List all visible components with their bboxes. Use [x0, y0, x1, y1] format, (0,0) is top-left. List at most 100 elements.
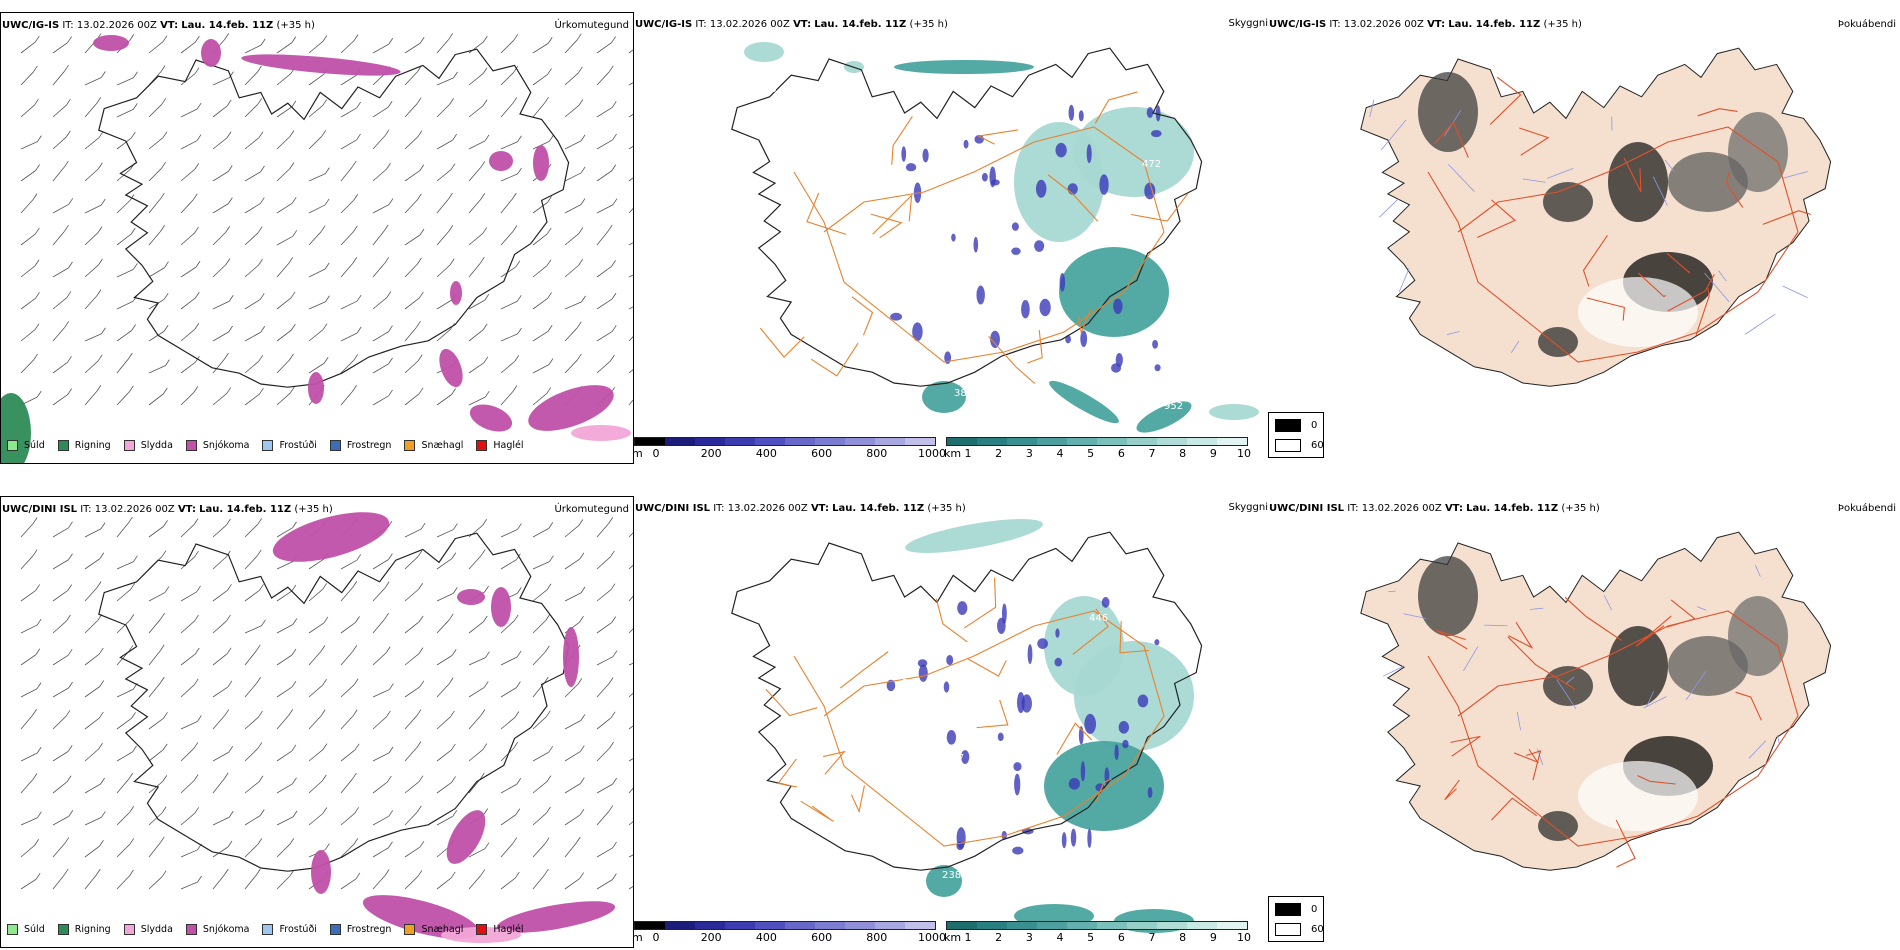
iceland-outline [731, 47, 1203, 387]
legend-swatch [57, 440, 69, 451]
cloud-base-label: 472 [1142, 159, 1161, 170]
cloud-base-label: 193 [954, 304, 973, 315]
colorbar-step [977, 438, 1007, 445]
colorbar-tick: 1 [964, 447, 972, 460]
colorbar-tick: 800 [866, 931, 888, 944]
colorbar-step [785, 922, 815, 929]
colorbar-step [845, 922, 875, 929]
colorbar-step [1067, 438, 1097, 445]
legend-item: Rigning [57, 924, 111, 935]
legend-swatch [404, 924, 416, 935]
colorbar-step [905, 922, 935, 929]
colorbar-step [1217, 438, 1247, 445]
cloud-base-label: 254 [902, 678, 921, 689]
road-network [1427, 596, 1799, 868]
legend-item: Frostúði [262, 924, 317, 935]
iceland-land [1360, 531, 1832, 871]
cloud-base-labels: 254 406 454 446 315 13 137 429 241 183 47 238 [844, 598, 1108, 881]
colorbar-step [1007, 438, 1037, 445]
colorbar-step [665, 922, 695, 929]
legend-item: Rigning [57, 440, 111, 451]
colorbar-tick: 0 [652, 931, 660, 944]
legend-label: Frostúði [279, 924, 317, 935]
cloud-base-label: 13 [962, 701, 975, 712]
precip-type-legend: Súld Rigning Slydda Snjókoma Frostúði Frostre… [7, 440, 537, 451]
colorbar-tick: 5 [1087, 931, 1095, 944]
legend-label: Frostregn [346, 924, 392, 935]
legend-swatch [404, 440, 416, 451]
colorbar-tick: 5 [1087, 447, 1095, 460]
colorbar-tick: 600 [811, 931, 833, 944]
legend-label: Slydda [140, 924, 173, 935]
cloud-base-label: 406 [1004, 598, 1023, 609]
legend-item: Súld [7, 924, 45, 935]
colorbar-tick: 6 [1117, 447, 1125, 460]
fog-index-legend: 0 60 [1268, 412, 1324, 458]
colorbar-step [1067, 922, 1097, 929]
legend-item: Slydda [123, 440, 173, 451]
fog-index-panel-top: UWC/IG-IS IT: 13.02.2026 00Z VT: Lau. 14… [1268, 12, 1900, 464]
panel-title: Þokuábendi [1837, 19, 1896, 30]
colorbar-tick: 3 [1025, 931, 1033, 944]
colorbar-step [1127, 438, 1157, 445]
cloud-base-label: 306 [920, 212, 939, 223]
precip-map [20, 512, 633, 943]
colorbar-tick: 200 [700, 931, 722, 944]
colorbar-step [947, 438, 977, 445]
colorbar-step [1037, 438, 1067, 445]
legend-swatch [476, 924, 488, 935]
cloud-base-label: 429 [972, 768, 991, 779]
legend-swatch [185, 924, 197, 935]
colorbar-tick: 400 [755, 931, 777, 944]
colorbar-step [695, 922, 725, 929]
cloud-base-unit: m [634, 931, 643, 944]
colorbar-step [875, 922, 905, 929]
precip-map [1, 33, 633, 463]
cloud-base-colorbar-swatches [634, 921, 936, 930]
colorbar-step [1217, 922, 1247, 929]
colorbar-step [815, 922, 845, 929]
legend-swatch [7, 924, 18, 935]
cloud-base-label: 315 [969, 681, 988, 692]
legend-label: Snjókoma [202, 924, 250, 935]
cloud-base-colorbar: m 0 200 400 600 800 1000 [634, 921, 946, 944]
wind-barbs [20, 516, 633, 890]
cloud-base-label: 389 [954, 388, 973, 399]
colorbar-tick: 6 [1117, 931, 1125, 944]
colorbar-step [1127, 922, 1157, 929]
legend-swatch [7, 440, 18, 451]
legend-swatch [476, 440, 488, 451]
cloud-base-label: 889 [759, 62, 778, 73]
colorbar-step [1187, 438, 1217, 445]
colorbar-tick: 8 [1179, 931, 1187, 944]
colorbar-step [815, 438, 845, 445]
road-network [1427, 76, 1811, 363]
fog-legend-item: 60 [1275, 439, 1324, 452]
cloud-base-label: 480 [1019, 264, 1038, 275]
visibility-colorbar-swatches [946, 437, 1248, 446]
fog-legend-label: 60 [1311, 440, 1324, 451]
colorbar-tick: 1000 [918, 447, 946, 460]
fog-index-legend: 0 60 [1268, 896, 1324, 942]
panel-title: Úrkomutegund [554, 504, 629, 515]
legend-item: Súld [7, 440, 45, 451]
fog-legend-swatch [1275, 419, 1301, 432]
fog-index-panel-bottom: UWC/DINI ISL IT: 13.02.2026 00Z VT: Lau.… [1268, 496, 1900, 948]
cloud-base-label: 47 [844, 704, 857, 715]
fog-legend-swatch [1275, 903, 1301, 916]
cloud-base-label: 241 [984, 783, 1003, 794]
colorbar-step [947, 922, 977, 929]
fog-index-areas [1382, 556, 1788, 841]
visibility-map: 889 10 23 337 306 895 480 222 193 150 22 472 389 952 [731, 42, 1259, 433]
colorbar-step [1097, 438, 1127, 445]
cloud-base-colorbar-swatches [634, 437, 936, 446]
colorbar-tick: 10 [1237, 447, 1251, 460]
precip-areas [272, 512, 616, 943]
cloud-base-label: 183 [956, 798, 975, 809]
colorbar-step [1007, 922, 1037, 929]
precip-type-panel-bottom: UWC/DINI ISL IT: 13.02.2026 00Z VT: Lau.… [0, 496, 634, 948]
cloud-base-label: 10 [764, 84, 777, 95]
colorbar-tick: 4 [1056, 447, 1064, 460]
legend-label: Súld [24, 924, 45, 935]
cloud-base-label: 150 [904, 294, 923, 305]
